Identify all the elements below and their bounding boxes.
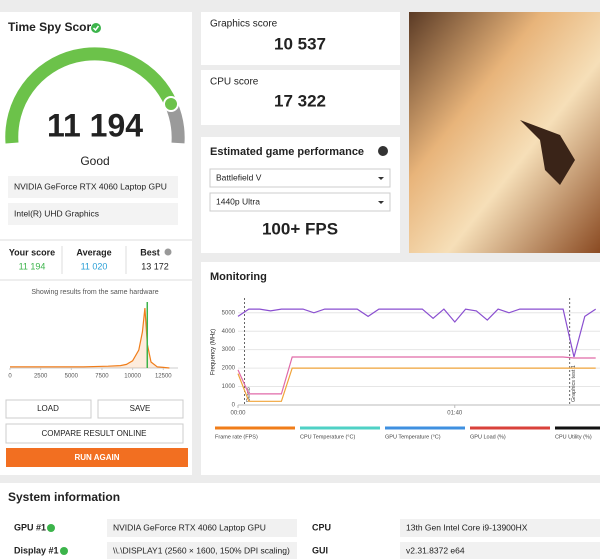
hardware-note: Showing results from the same hardware [31, 289, 158, 296]
save-label[interactable]: SAVE [130, 404, 151, 413]
y-tick-label: 2000 [222, 366, 236, 372]
graphics-card [201, 12, 400, 65]
y-tick-label: 4000 [222, 329, 236, 335]
game-title: Estimated game performance [210, 146, 364, 158]
x-tick-label: 7500 [95, 374, 109, 380]
y-axis-label: Frequency (MHz) [211, 329, 217, 375]
your-score-label: Your score [9, 247, 55, 257]
info-icon[interactable] [378, 146, 388, 156]
fps-value: 100+ FPS [262, 219, 338, 238]
x-tick-label: 01:40 [447, 411, 463, 417]
gauge-knob [163, 96, 179, 112]
gpu-name: NVIDIA GeForce RTX 4060 Laptop GPU [14, 181, 167, 191]
graphics-label: Graphics score [210, 19, 278, 30]
average-label: Average [76, 247, 111, 257]
gui-label: GUI [312, 545, 328, 555]
check-icon [47, 524, 55, 532]
load-label[interactable]: LOAD [37, 404, 59, 413]
resolution[interactable]: 1440p Ultra [216, 196, 260, 206]
best-label: Best [140, 247, 160, 257]
y-tick-label: 3000 [222, 347, 236, 353]
annotation-label: Graphics test 1 [571, 365, 577, 402]
y-tick-label: 1000 [222, 384, 236, 390]
gpu-box [8, 176, 178, 198]
value-box [400, 542, 600, 559]
histogram: 0 2500 5000 7500 10000 12500 [8, 302, 178, 380]
score-rating: Good [80, 154, 109, 168]
value-box [107, 542, 297, 559]
check-icon [60, 547, 68, 555]
game-select[interactable] [209, 168, 391, 188]
best-score: 13 172 [141, 261, 169, 271]
legend-label: GPU Load (%) [470, 434, 506, 440]
legend-label: CPU Utility (%) [555, 434, 592, 440]
monitoring-chart: 0 1000 2000 3000 4000 5000 00:00 01:40 Demo Graph… [215, 298, 600, 440]
graphics-value: 10 537 [274, 34, 326, 53]
your-score: 11 194 [19, 261, 46, 271]
gpu-label: GPU #1 [14, 522, 46, 532]
image-figure [520, 120, 575, 185]
igpu-name: Intel(R) UHD Graphics [14, 208, 99, 218]
display-label: Display #1 [14, 545, 59, 555]
legend-label: GPU Temperature (°C) [385, 434, 441, 440]
score-title: Time Spy Score [8, 20, 98, 34]
legend-label: Frame rate (FPS) [215, 434, 258, 440]
value-box [400, 519, 600, 537]
value-box [107, 519, 297, 537]
x-tick-label: 00:00 [230, 411, 246, 417]
series-line [237, 356, 596, 395]
check-icon [91, 23, 101, 33]
load-button[interactable] [5, 399, 92, 419]
monitoring-title: Monitoring [210, 271, 267, 283]
cpu-value: 13th Gen Intel Core i9-13900HX [406, 522, 528, 532]
game-name[interactable]: Battlefield V [216, 172, 262, 182]
gui-value: v2.31.8372 e64 [406, 545, 465, 555]
compare-label[interactable]: COMPARE RESULT ONLINE [42, 429, 147, 438]
check-mark [92, 25, 100, 32]
gpu-value: NVIDIA GeForce RTX 4060 Laptop GPU [113, 522, 266, 532]
dropdown-arrow [378, 177, 384, 180]
x-tick-label: 5000 [65, 374, 79, 380]
cpu-value: 17 322 [274, 91, 326, 110]
line [10, 307, 170, 369]
run-button[interactable] [6, 448, 188, 467]
y-tick-label: 0 [232, 403, 236, 409]
compare-button[interactable] [5, 423, 184, 444]
cpu-label: CPU [312, 522, 331, 532]
series-line [237, 367, 596, 402]
game-image [409, 12, 600, 253]
display-value: \\.\DISPLAY1 (2560 × 1600, 150% DPI scal… [113, 545, 290, 555]
legend-label: CPU Temperature (°C) [300, 434, 355, 440]
save-button[interactable] [97, 399, 184, 419]
cpu-label: CPU score [210, 77, 259, 88]
cpu-card [201, 70, 400, 125]
annotation-label: Demo [246, 387, 252, 402]
average-score: 11 020 [81, 261, 108, 271]
system-title: System information [8, 490, 120, 504]
x-tick-label: 10000 [124, 374, 141, 380]
score-value: 11 194 [47, 107, 143, 143]
x-tick-label: 0 [8, 374, 12, 380]
dropdown-arrow [378, 201, 384, 204]
series-line [237, 308, 597, 358]
resolution-select[interactable] [209, 192, 391, 212]
gauge-fill [5, 47, 177, 144]
x-tick-label: 12500 [155, 374, 172, 380]
igpu-box [8, 203, 178, 225]
info-icon [164, 248, 172, 256]
y-tick-label: 5000 [222, 310, 236, 316]
x-tick-label: 2500 [34, 374, 48, 380]
run-label[interactable]: RUN AGAIN [74, 453, 119, 462]
